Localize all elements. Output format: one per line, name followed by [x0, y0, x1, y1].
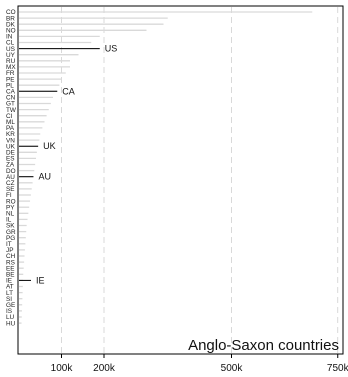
chart-title: Anglo-Saxon countries — [188, 337, 339, 354]
x-tick-label: 500k — [221, 363, 244, 374]
category-label-ro: RO — [6, 198, 16, 205]
category-label-si: SI — [6, 296, 12, 303]
category-label-se: SE — [6, 186, 15, 193]
category-label-mx: MX — [6, 64, 16, 71]
category-label-cl: CL — [6, 40, 15, 47]
category-label-pl: PL — [6, 82, 14, 89]
highlight-annotations: US CA UK AU IE — [19, 44, 118, 285]
category-label-ca: CA — [6, 89, 16, 96]
category-label-do: DO — [6, 168, 16, 175]
category-label-in: IN — [6, 34, 13, 41]
grid-lines — [61, 7, 339, 353]
category-label-is: IS — [6, 308, 12, 315]
x-axis-ticks: 100k 200k 500k 750k — [51, 354, 348, 374]
category-label-kr: KR — [6, 131, 15, 138]
x-tick-label: 100k — [51, 363, 74, 374]
category-label-ee: EE — [6, 265, 15, 272]
highlight-label-au: AU — [38, 172, 51, 182]
category-label-py: PY — [6, 204, 15, 211]
category-label-ge: GE — [6, 302, 15, 309]
highlight-label-uk: UK — [43, 141, 56, 151]
category-label-au: AU — [6, 174, 15, 181]
category-label-us: US — [6, 46, 15, 53]
category-label-tw: TW — [6, 107, 17, 114]
category-label-fr: FR — [6, 70, 15, 77]
category-label-pe: PE — [6, 76, 15, 83]
category-label-pg: PG — [6, 235, 15, 242]
category-label-hu: HU — [6, 320, 16, 327]
category-label-dk: DK — [6, 21, 16, 28]
category-label-gr: GR — [6, 229, 16, 236]
highlight-label-ie: IE — [36, 275, 45, 285]
category-label-sk: SK — [6, 223, 15, 230]
highlight-label-ca: CA — [62, 86, 75, 96]
category-label-at: AT — [6, 284, 14, 291]
category-label-lu: LU — [6, 314, 15, 321]
category-label-cz: CZ — [6, 180, 15, 187]
category-label-fi: FI — [6, 192, 12, 199]
x-tick-label: 200k — [93, 363, 116, 374]
category-label-lt: LT — [6, 290, 13, 297]
category-labels: COBRDKNOINCLUSUYRUMXFRPEPLCACNGTTWCIMLPA… — [6, 9, 17, 327]
category-label-ch: CH — [6, 253, 16, 260]
x-tick-label: 750k — [327, 363, 348, 374]
category-label-gt: GT — [6, 101, 15, 108]
category-label-cn: CN — [6, 95, 16, 102]
category-label-ml: ML — [6, 119, 15, 126]
plot-frame — [17, 5, 344, 355]
category-label-pa: PA — [6, 125, 15, 132]
category-label-es: ES — [6, 156, 15, 163]
category-label-ci: CI — [6, 113, 13, 120]
category-label-de: DE — [6, 150, 15, 157]
category-label-za: ZA — [6, 162, 15, 169]
category-label-no: NO — [6, 28, 16, 35]
category-label-co: CO — [6, 9, 16, 16]
category-label-il: IL — [6, 217, 12, 224]
category-label-br: BR — [6, 15, 15, 22]
category-label-uy: UY — [6, 52, 16, 59]
category-label-ru: RU — [6, 58, 16, 65]
category-label-ie: IE — [6, 278, 12, 285]
category-label-jp: JP — [6, 247, 13, 254]
highlight-label-us: US — [105, 44, 118, 54]
category-label-uk: UK — [6, 143, 16, 150]
category-label-nl: NL — [6, 211, 15, 218]
category-label-it: IT — [6, 241, 12, 248]
category-label-be: BE — [6, 272, 15, 279]
category-label-rs: RS — [6, 259, 15, 266]
category-label-vn: VN — [6, 137, 15, 144]
bars — [19, 11, 313, 324]
